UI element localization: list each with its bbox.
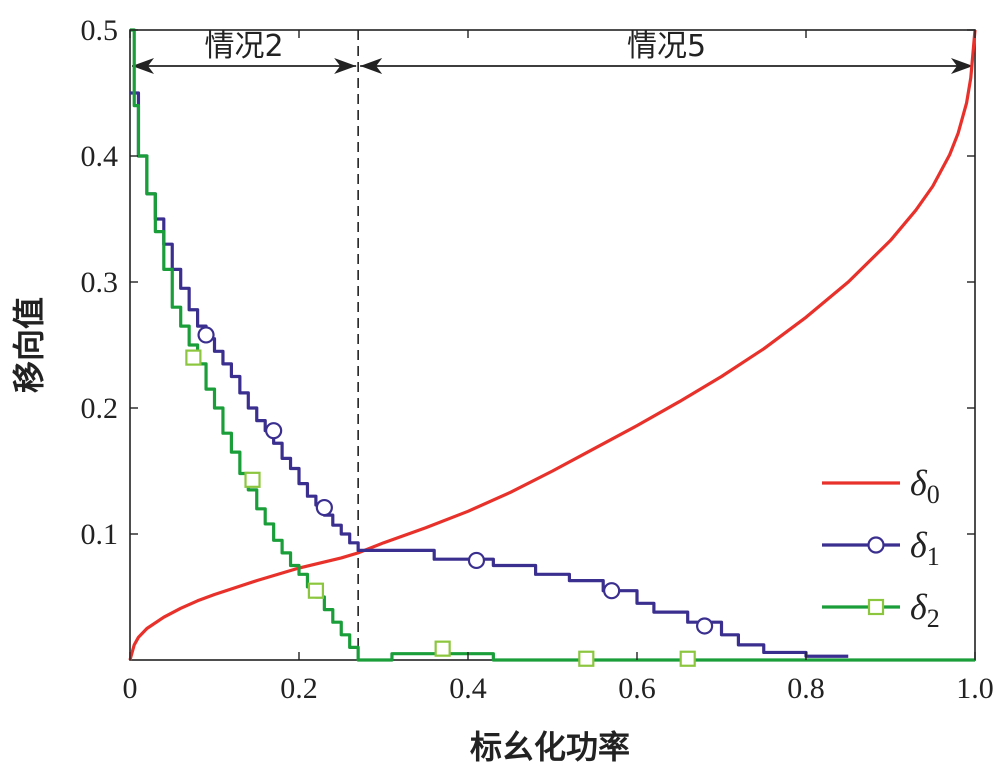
series-marker-1 (265, 422, 283, 440)
region-arrowhead-left (132, 58, 154, 74)
x-tick-label: 0.6 (618, 672, 656, 705)
series-line-1 (130, 91, 849, 658)
region-annotations: 情况2 情况5 (132, 29, 973, 660)
y-tick-label: 0.1 (81, 518, 119, 551)
marker-layer (185, 326, 714, 667)
legend-label-2: δ2 (910, 587, 940, 633)
region-arrowhead-right (334, 58, 357, 74)
series-line-0 (128, 29, 977, 661)
region-arrowhead-left (360, 58, 383, 74)
x-tick-label: 1.0 (956, 672, 994, 705)
series-line-2 (130, 28, 975, 662)
y-tick-label: 0.4 (81, 140, 119, 173)
series-marker-2 (679, 650, 696, 667)
x-axis-title: 标幺化功率 (470, 728, 630, 766)
series-marker-1 (315, 498, 333, 517)
legend-marker-1 (867, 536, 885, 554)
series-marker-1 (603, 582, 621, 600)
y-axis-title: 移向值 (10, 297, 48, 393)
legend-marker-2 (867, 598, 885, 616)
series-marker-2 (578, 650, 595, 667)
series-marker-2 (307, 582, 324, 599)
series-marker-1 (197, 326, 215, 344)
x-tick-label: 0.8 (787, 672, 825, 705)
y-tick-label: 0.5 (81, 14, 119, 47)
series-marker-2 (185, 349, 202, 366)
tick-layer: 0 0.2 0.4 0.6 0.8 1.0 0.1 0.2 0.3 0.4 0.5 (81, 14, 994, 705)
legend-label-0: δ0 (910, 463, 940, 509)
series-layer (128, 28, 977, 662)
series-marker-2 (244, 471, 261, 488)
x-tick-label: 0.4 (449, 672, 487, 705)
series-marker-2 (434, 640, 451, 657)
plot-border (129, 29, 976, 661)
region-label: 情况5 (627, 29, 706, 64)
series-marker-1 (467, 551, 486, 570)
y-tick-label: 0.3 (81, 266, 119, 299)
x-tick-label: 0 (123, 672, 138, 705)
x-tick-label: 0.2 (280, 672, 318, 705)
legend-label-1: δ1 (910, 525, 940, 571)
series-marker-1 (695, 617, 714, 635)
plot-frame (129, 29, 976, 661)
y-tick-label: 0.2 (81, 392, 119, 425)
region-label: 情况2 (205, 29, 284, 64)
region-arrowhead-right (951, 58, 973, 74)
legend: δ0 δ1 δ2 (822, 463, 940, 633)
